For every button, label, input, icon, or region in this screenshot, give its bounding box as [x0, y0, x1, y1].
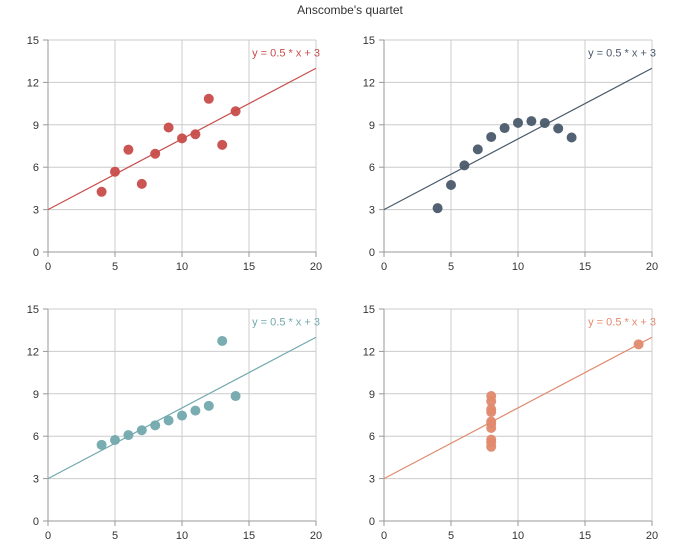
y-tick-label: 15: [363, 304, 375, 316]
data-point: [177, 133, 187, 144]
x-tick-label: 20: [646, 261, 658, 273]
y-tick-label: 9: [33, 389, 39, 401]
data-point: [566, 132, 577, 143]
x-tick-label: 20: [646, 530, 658, 542]
data-point: [486, 404, 497, 415]
x-tick-label: 5: [112, 530, 118, 542]
x-tick-label: 5: [448, 530, 454, 542]
panel-2: 0 5 10 15 20 0 3 6 9 12 15 y = 0.5 * x + 3: [363, 35, 658, 273]
x-tick-label: 0: [45, 261, 51, 273]
x-tick-label: 10: [176, 261, 188, 273]
x-tick-label: 15: [579, 261, 591, 273]
data-point: [190, 129, 201, 140]
y-tick-label: 12: [27, 77, 39, 89]
y-tick-label: 12: [363, 346, 375, 358]
data-point: [432, 203, 443, 214]
y-tick-label: 15: [27, 35, 39, 47]
data-point: [177, 410, 187, 421]
data-point: [526, 116, 537, 127]
x-tick-label: 0: [45, 530, 51, 542]
data-point: [230, 106, 241, 117]
x-tick-label: 0: [381, 530, 387, 542]
regression-formula-label: y = 0.5 * x + 3: [252, 316, 320, 328]
x-tick-label: 15: [243, 530, 255, 542]
data-point: [486, 437, 497, 448]
y-tick-label: 3: [33, 474, 39, 486]
regression-line: [47, 336, 317, 480]
data-point: [136, 178, 147, 189]
data-point: [633, 339, 644, 350]
data-point: [203, 400, 214, 411]
panel-1: 0 5 10 15 20 0 3 6 9 12 15 y = 0.5 * x + 3: [27, 35, 322, 273]
x-tick-label: 20: [310, 261, 322, 273]
data-point: [486, 131, 497, 142]
x-tick-label: 10: [512, 261, 524, 273]
y-tick-label: 0: [33, 247, 39, 259]
x-tick-label: 10: [176, 530, 188, 542]
data-point: [163, 122, 174, 133]
y-tick-label: 15: [27, 304, 39, 316]
x-tick-label: 15: [579, 530, 591, 542]
data-point: [499, 123, 510, 134]
x-tick-label: 0: [381, 261, 387, 273]
data-point: [136, 425, 147, 436]
y-tick-label: 3: [369, 205, 375, 217]
y-tick-label: 12: [363, 77, 375, 89]
data-point: [459, 160, 470, 171]
x-tick-label: 5: [448, 261, 454, 273]
x-tick-label: 20: [310, 530, 322, 542]
y-tick-label: 0: [33, 516, 39, 528]
y-tick-label: 3: [369, 474, 375, 486]
y-tick-label: 6: [369, 431, 375, 443]
data-point: [163, 415, 174, 426]
data-point: [472, 144, 483, 155]
y-tick-label: 9: [369, 120, 375, 132]
data-point: [96, 439, 107, 450]
y-tick-label: 9: [33, 120, 39, 132]
y-tick-label: 0: [369, 516, 375, 528]
data-point: [110, 435, 120, 446]
data-point: [110, 166, 120, 177]
data-point: [217, 335, 228, 346]
regression-line: [383, 67, 653, 211]
x-tick-label: 15: [243, 261, 255, 273]
data-point: [486, 418, 497, 429]
data-point: [190, 405, 201, 416]
data-point: [513, 117, 523, 128]
chart-title: Anscombe's quartet: [297, 3, 403, 17]
regression-formula-label: y = 0.5 * x + 3: [588, 47, 656, 59]
data-point: [553, 123, 564, 134]
data-point: [486, 396, 497, 407]
x-tick-label: 10: [512, 530, 524, 542]
data-point: [203, 93, 214, 104]
y-tick-label: 6: [369, 162, 375, 174]
regression-line: [383, 336, 653, 480]
data-point: [230, 391, 241, 402]
y-tick-label: 6: [33, 162, 39, 174]
data-point: [150, 148, 161, 159]
x-tick-label: 5: [112, 261, 118, 273]
y-tick-label: 9: [369, 389, 375, 401]
y-tick-label: 6: [33, 431, 39, 443]
y-tick-label: 3: [33, 205, 39, 217]
data-point: [150, 420, 161, 431]
y-tick-label: 0: [369, 247, 375, 259]
data-point: [446, 180, 456, 191]
data-point: [123, 430, 134, 441]
data-point: [217, 139, 228, 150]
y-tick-label: 15: [363, 35, 375, 47]
y-tick-label: 12: [27, 346, 39, 358]
panel-3: 0 5 10 15 20 0 3 6 9 12 15 y = 0.5 * x + 3: [27, 304, 322, 542]
data-point: [96, 186, 107, 197]
panel-4: 0 5 10 15 20 0 3 6 9 12 15 y = 0.5 * x + 3: [363, 304, 658, 542]
regression-formula-label: y = 0.5 * x + 3: [252, 47, 320, 59]
data-point: [123, 144, 134, 155]
regression-formula-label: y = 0.5 * x + 3: [588, 316, 656, 328]
data-point: [539, 117, 550, 128]
